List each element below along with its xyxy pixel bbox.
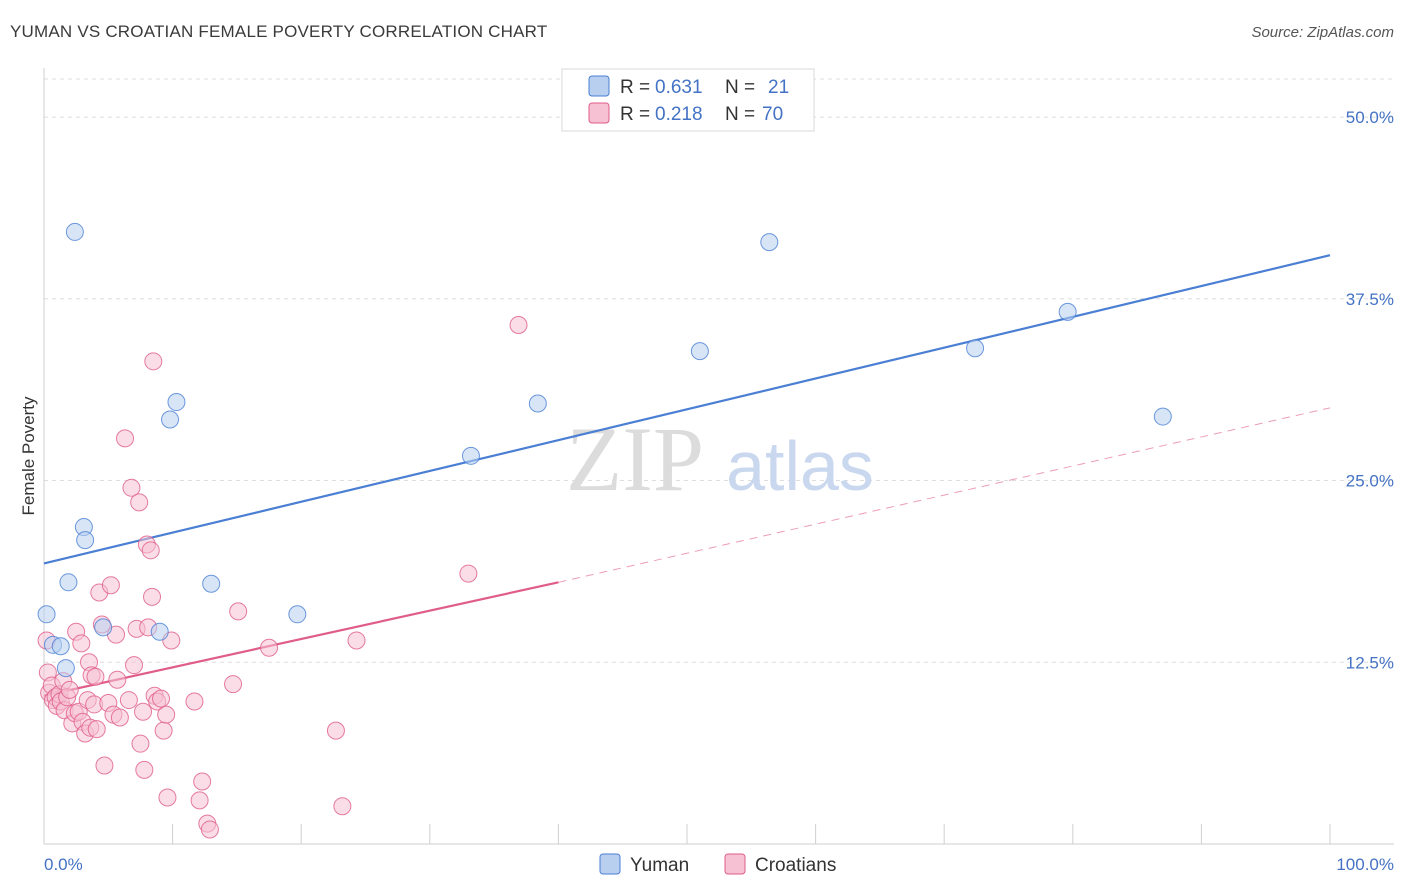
series-legend-swatch-croatians <box>724 853 746 875</box>
data-point-croatians <box>158 788 177 807</box>
y-tick-label: 37.5% <box>1346 290 1394 309</box>
data-point-croatians <box>125 656 144 675</box>
data-point-croatians <box>87 720 106 739</box>
data-point-yuman <box>167 393 186 412</box>
y-tick-label: 50.0% <box>1346 108 1394 127</box>
data-point-yuman <box>1153 407 1172 426</box>
data-point-croatians <box>143 587 162 606</box>
legend-r-label-yuman: R = <box>620 77 650 98</box>
data-point-croatians <box>193 772 212 791</box>
y-tick-labels: 12.5% 25.0% 37.5% 50.0% <box>1346 108 1394 672</box>
trend-extension-croatians <box>558 407 1331 583</box>
data-point-croatians <box>347 631 366 650</box>
data-point-yuman <box>56 659 75 678</box>
data-point-croatians <box>152 689 171 708</box>
data-point-croatians <box>131 734 150 753</box>
data-point-yuman <box>37 605 56 624</box>
gridlines <box>44 78 1394 663</box>
data-point-yuman <box>150 622 169 641</box>
data-point-croatians <box>72 634 91 653</box>
y-tick-label: 25.0% <box>1346 472 1394 491</box>
watermark-atlas: atlas <box>726 427 874 505</box>
data-point-croatians <box>122 478 141 497</box>
legend-n-value-yuman: 21 <box>768 77 789 98</box>
data-point-croatians <box>141 541 160 560</box>
legend-n-label-croatians: N = <box>725 104 755 125</box>
data-point-croatians <box>116 429 135 448</box>
data-point-croatians <box>119 691 138 710</box>
data-point-croatians <box>260 638 279 657</box>
data-point-croatians <box>333 797 352 816</box>
data-point-croatians <box>509 315 528 334</box>
x-tick-label-max: 100.0% <box>1336 855 1394 874</box>
series-legend-label-croatians: Croatians <box>755 855 836 876</box>
data-point-yuman <box>690 342 709 361</box>
trend-line-yuman <box>43 254 1331 565</box>
watermark: ZIP atlas <box>566 408 874 510</box>
data-point-yuman <box>94 618 113 637</box>
data-point-yuman <box>59 573 78 592</box>
series-legend-label-yuman: Yuman <box>630 855 689 876</box>
data-point-yuman <box>288 605 307 624</box>
data-point-yuman <box>966 339 985 358</box>
data-point-croatians <box>110 708 129 727</box>
legend-r-value-yuman: 0.631 <box>655 77 703 98</box>
legend-n-label-yuman: N = <box>725 77 755 98</box>
data-point-croatians <box>190 791 209 810</box>
legend-r-value-croatians: 0.218 <box>655 104 703 125</box>
y-tick-label: 12.5% <box>1346 653 1394 672</box>
data-point-yuman <box>461 446 480 465</box>
data-point-croatians <box>224 675 243 694</box>
data-point-croatians <box>144 352 163 371</box>
data-point-croatians <box>108 670 127 689</box>
trend-line-croatians <box>43 581 559 697</box>
data-point-croatians <box>229 602 248 621</box>
data-point-croatians <box>130 493 149 512</box>
data-point-croatians <box>200 820 219 839</box>
axes <box>43 68 1394 845</box>
data-point-croatians <box>60 680 79 699</box>
data-point-croatians <box>135 760 154 779</box>
data-point-croatians <box>185 692 204 711</box>
data-point-yuman <box>1058 302 1077 321</box>
legend: R = 0.631 N = 21 R = 0.218 N = 70 <box>561 68 815 132</box>
chart-title: YUMAN VS CROATIAN FEMALE POVERTY CORRELA… <box>10 22 548 41</box>
data-point-yuman <box>51 637 70 656</box>
legend-swatch-yuman <box>588 75 610 97</box>
data-point-yuman <box>161 410 180 429</box>
source-label: Source: ZipAtlas.com <box>1251 24 1394 41</box>
y-axis-title: Female Poverty <box>19 396 38 516</box>
data-point-croatians <box>459 564 478 583</box>
data-point-yuman <box>202 574 221 593</box>
watermark-zip: ZIP <box>566 408 704 510</box>
series-legend: Yuman Croatians <box>599 853 836 876</box>
data-point-croatians <box>95 756 114 775</box>
data-points <box>37 222 1172 839</box>
data-point-croatians <box>154 721 173 740</box>
legend-n-value-croatians: 70 <box>762 104 783 125</box>
data-point-yuman <box>528 394 547 413</box>
x-tick-label-min: 0.0% <box>44 855 83 874</box>
x-tick-labels: 0.0% 100.0% <box>44 855 1394 874</box>
legend-swatch-croatians <box>588 102 610 124</box>
data-point-yuman <box>760 233 779 252</box>
data-point-croatians <box>157 705 176 724</box>
series-legend-swatch-yuman <box>599 853 621 875</box>
data-point-yuman <box>76 531 95 550</box>
data-point-croatians <box>134 702 153 721</box>
legend-r-label-croatians: R = <box>620 104 650 125</box>
data-point-croatians <box>326 721 345 740</box>
data-point-croatians <box>101 576 120 595</box>
data-point-croatians <box>86 667 105 686</box>
data-point-yuman <box>65 222 84 241</box>
trend-lines <box>43 254 1331 697</box>
